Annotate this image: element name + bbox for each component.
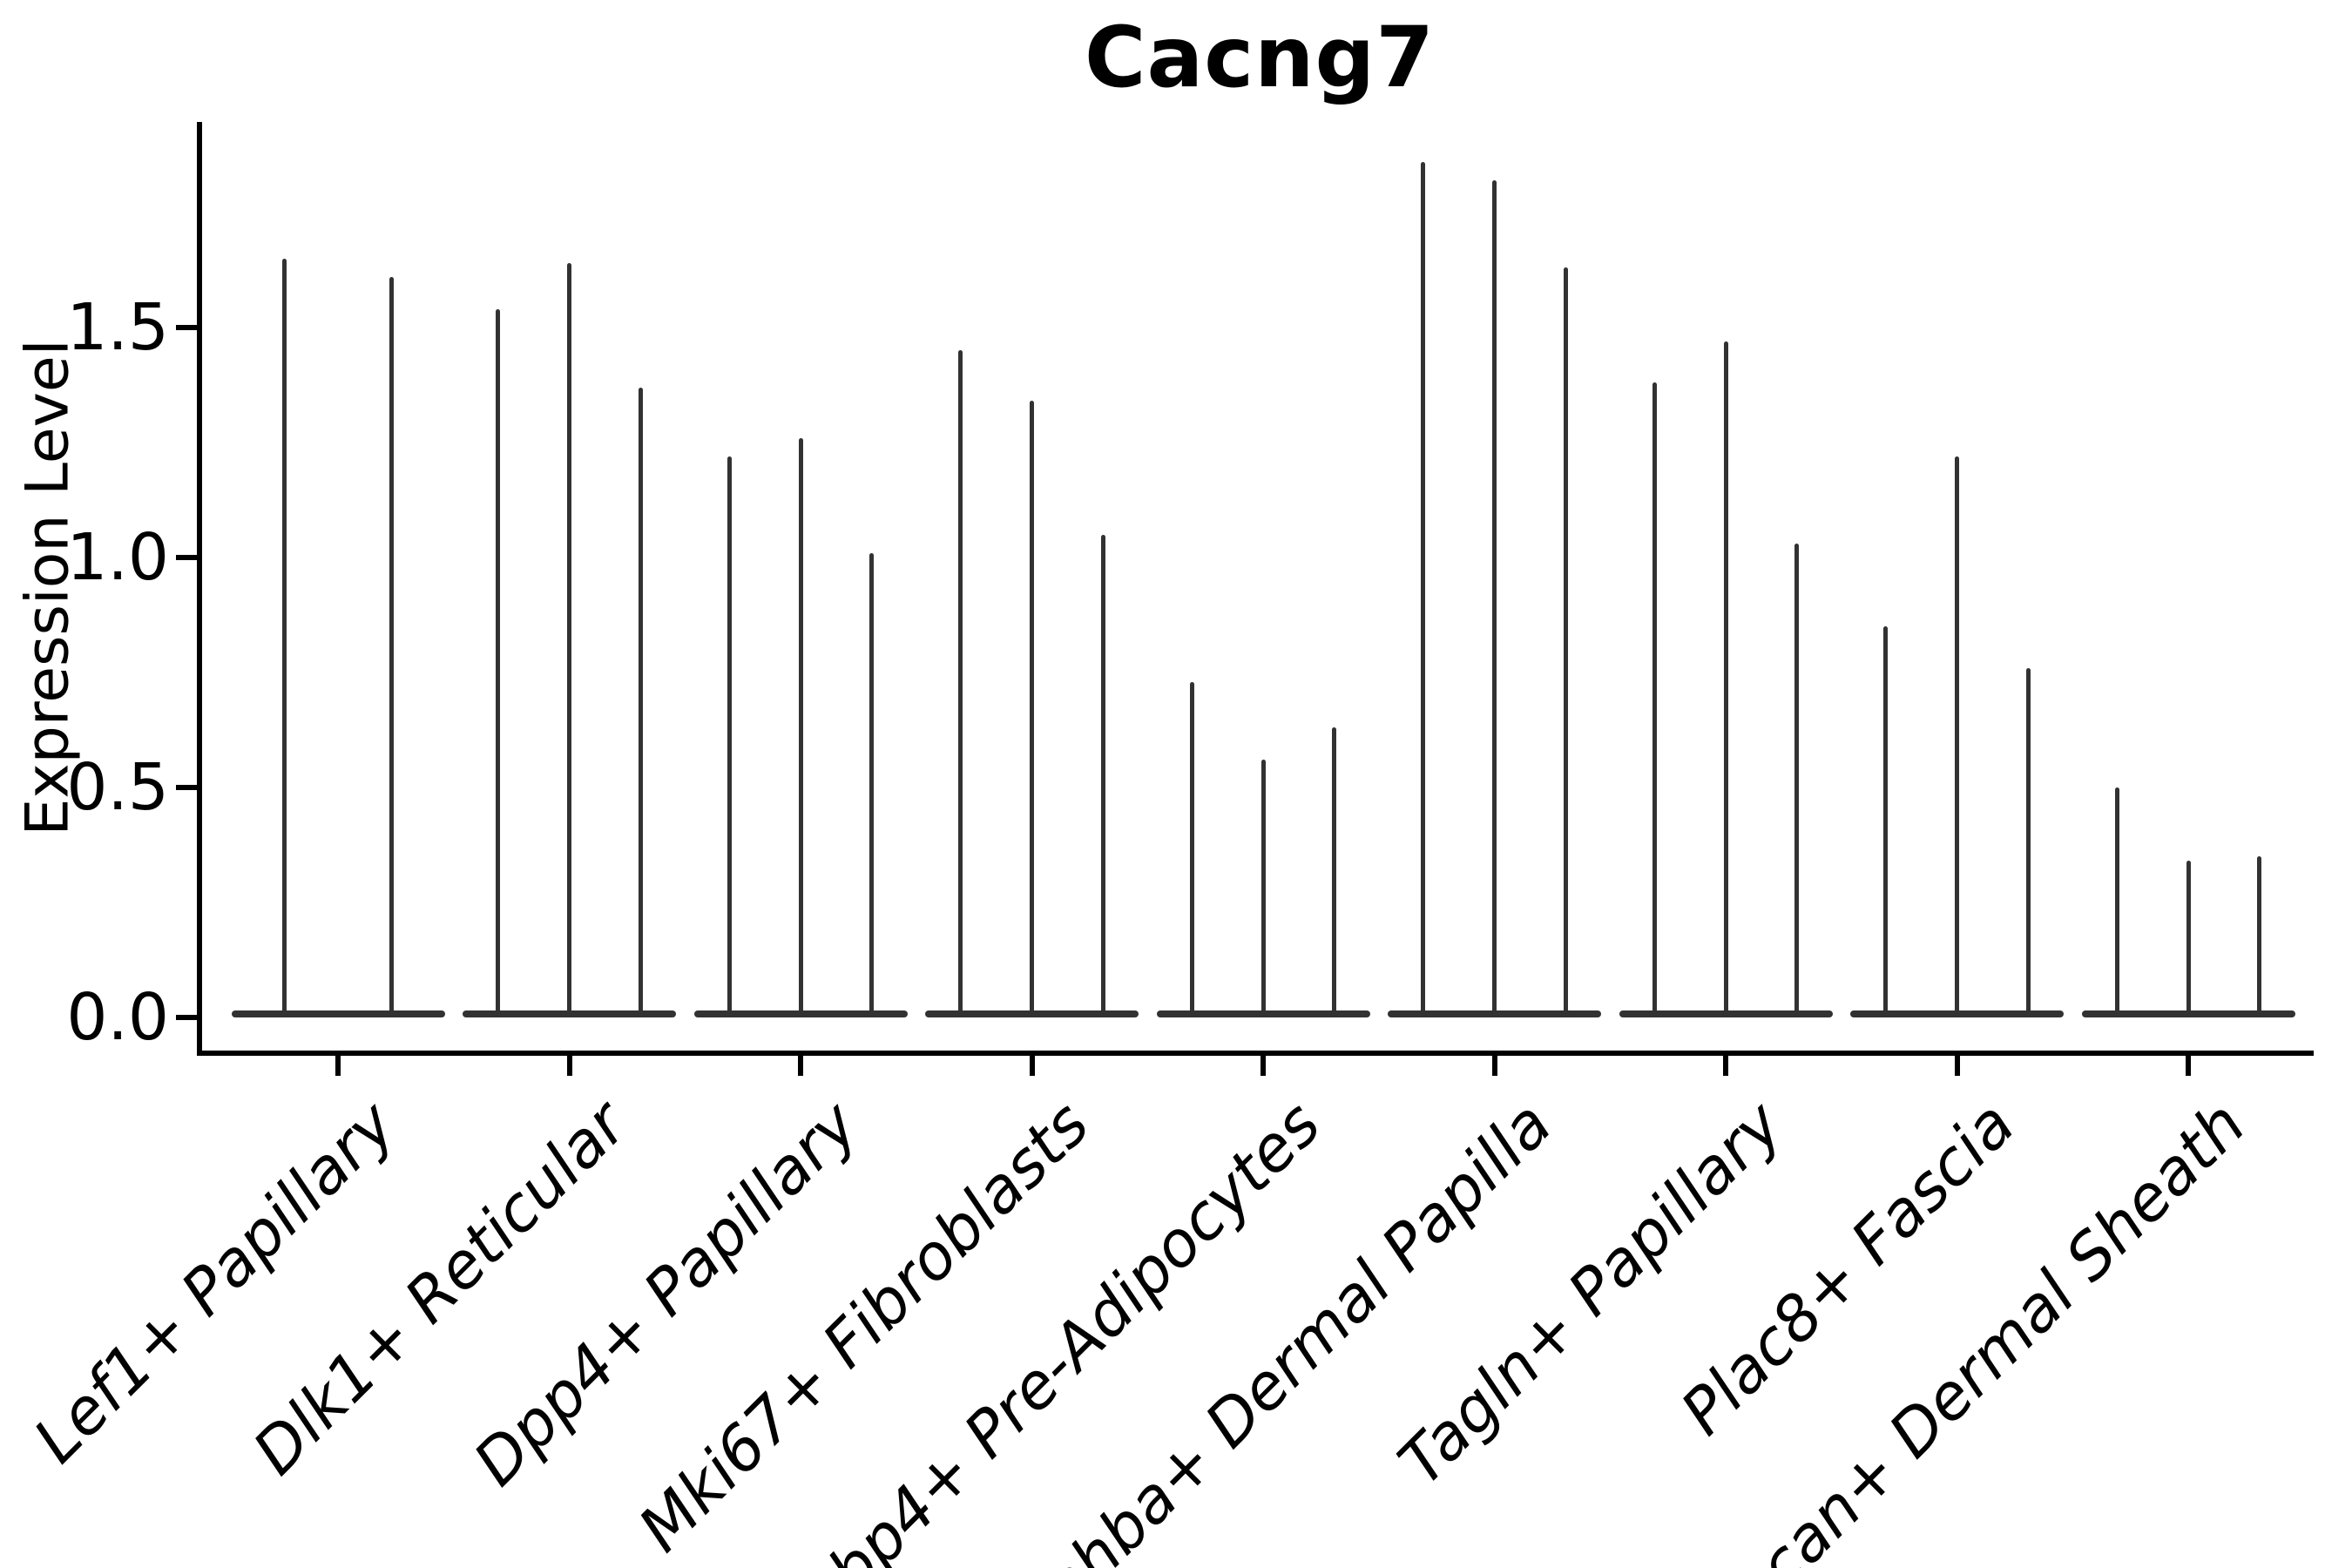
- x-tick-mark: [566, 1054, 572, 1076]
- x-tick-mark: [1260, 1054, 1266, 1076]
- y-tick-label: 1.5: [66, 290, 169, 365]
- chart-title: Cacng7: [1085, 9, 1435, 106]
- violin-spike: [869, 552, 875, 1017]
- violin-spike: [727, 456, 732, 1017]
- y-axis-spine: [197, 122, 202, 1056]
- violin-spike: [1260, 760, 1266, 1017]
- violin-spike: [1421, 161, 1426, 1017]
- violin-spike: [2186, 861, 2191, 1017]
- x-axis-spine: [197, 1051, 2314, 1056]
- y-tick-label: 1.0: [66, 520, 169, 595]
- x-tick-label: Mki67+ Fibroblasts: [624, 1087, 1103, 1566]
- violin-spike: [567, 263, 571, 1017]
- violin-spike: [1883, 626, 1889, 1017]
- x-tick-mark: [2186, 1054, 2191, 1076]
- violin-spike: [1794, 544, 1800, 1017]
- violin-spike: [1030, 401, 1034, 1017]
- y-tick-mark: [176, 325, 197, 330]
- x-tick-mark: [335, 1054, 341, 1076]
- violin-spike: [1189, 681, 1194, 1017]
- violin-spike: [1723, 341, 1728, 1017]
- violin-spike: [1100, 534, 1105, 1017]
- y-tick-label: 0.5: [66, 750, 169, 825]
- x-tick-mark: [1491, 1054, 1497, 1076]
- x-tick-mark: [1029, 1054, 1035, 1076]
- x-tick-mark: [1954, 1054, 1960, 1076]
- violin-spike: [2114, 787, 2119, 1017]
- violin-spike: [2025, 667, 2031, 1017]
- y-tick-mark: [176, 1015, 197, 1020]
- violin-spike: [1332, 727, 1337, 1017]
- violin-spike: [798, 437, 803, 1017]
- violin-spike: [638, 387, 643, 1017]
- violin-spike: [1563, 267, 1568, 1017]
- y-tick-mark: [176, 555, 197, 560]
- x-tick-mark: [798, 1054, 803, 1076]
- violin-spike: [496, 308, 501, 1017]
- violin-spike: [958, 350, 963, 1017]
- violin-spike: [282, 258, 287, 1017]
- x-tick-mark: [1723, 1054, 1728, 1076]
- violin-spike: [389, 276, 394, 1017]
- violin-spike: [1955, 456, 1959, 1017]
- y-tick-label: 0.0: [66, 980, 169, 1055]
- x-tick-label: Tagln+ Papillary: [1384, 1087, 1797, 1499]
- violin-spike: [1492, 180, 1497, 1017]
- violin-baseline-body: [231, 1010, 445, 1017]
- x-tick-label: Dpp4+ Papillary: [459, 1087, 872, 1500]
- violin-spike: [1652, 382, 1657, 1017]
- violin-spike: [2257, 856, 2262, 1017]
- y-tick-mark: [176, 785, 197, 790]
